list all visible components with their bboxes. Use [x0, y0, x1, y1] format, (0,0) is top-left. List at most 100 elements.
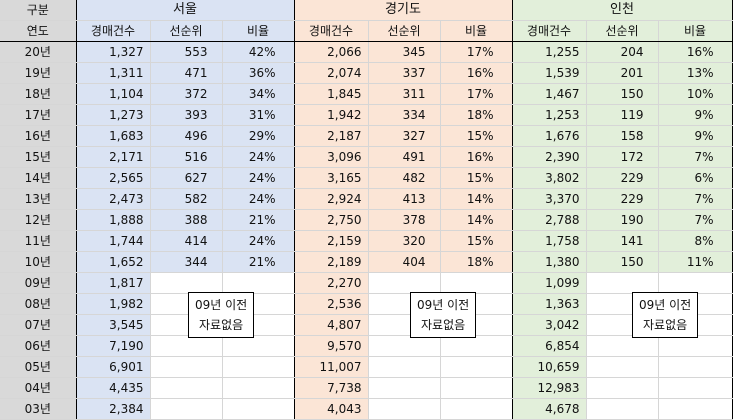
auction-count-cell: 1,744 [76, 230, 151, 252]
auction-count-cell: 4,807 [294, 314, 369, 336]
table-row: 19년 1,311 471 36% 2,074 337 16% 1,539 201 13% [0, 62, 733, 84]
auction-count-cell: 3,545 [76, 314, 151, 336]
table-row: 17년 1,273 393 31% 1,942 334 18% 1,253 119 9% [0, 104, 733, 126]
ratio-cell: 24% [222, 188, 295, 210]
note-line-2: 자료없음 [421, 318, 466, 332]
subheader-row: 연도 경매건수 선순위 비율 경매건수 선순위 비율 경매건수 선순위 비율 [0, 20, 733, 42]
senior-lien-cell: 190 [586, 209, 659, 231]
auction-count-cell: 1,942 [294, 104, 369, 126]
ratio-cell [658, 356, 733, 378]
note-line-2: 자료없음 [199, 318, 244, 332]
senior-lien-cell: 327 [368, 125, 441, 147]
note-line-2: 자료없음 [643, 318, 688, 332]
auction-count-cell: 1,652 [76, 251, 151, 273]
senior-lien-cell: 553 [150, 41, 223, 63]
ratio-cell: 10% [658, 83, 733, 105]
no-data-note-incheon: 09년 이전 자료없음 [632, 292, 699, 338]
senior-lien-cell: 150 [586, 251, 659, 273]
table-row: 04년 4,435 7,738 12,983 [0, 377, 733, 399]
ratio-cell: 17% [440, 83, 513, 105]
ratio-cell: 21% [222, 251, 295, 273]
year-cell: 04년 [0, 377, 77, 399]
senior-lien-cell: 372 [150, 83, 223, 105]
table-row: 03년 2,384 4,043 4,678 [0, 398, 733, 420]
senior-lien-cell: 334 [368, 104, 441, 126]
region-header-incheon: 인천 [512, 0, 733, 21]
category-label: 구분 [0, 0, 77, 21]
auction-count-cell: 2,750 [294, 209, 369, 231]
ratio-cell: 42% [222, 41, 295, 63]
ratio-cell: 7% [658, 146, 733, 168]
senior-lien-cell: 496 [150, 125, 223, 147]
senior-lien-cell: 201 [586, 62, 659, 84]
senior-lien-cell: 320 [368, 230, 441, 252]
senior-lien-cell: 627 [150, 167, 223, 189]
senior-lien-cell: 119 [586, 104, 659, 126]
table-row: 18년 1,104 372 34% 1,845 311 17% 1,467 150 10% [0, 83, 733, 105]
year-cell: 19년 [0, 62, 77, 84]
senior-lien-cell: 337 [368, 62, 441, 84]
region-header-gyeonggi: 경기도 [294, 0, 513, 21]
auction-count-cell: 2,159 [294, 230, 369, 252]
ratio-cell [440, 398, 513, 420]
ratio-cell [658, 272, 733, 294]
region-header-seoul: 서울 [76, 0, 295, 21]
senior-lien-cell [368, 398, 441, 420]
senior-lien-cell: 393 [150, 104, 223, 126]
ratio-cell: 9% [658, 104, 733, 126]
subheader-auction-count: 경매건수 [294, 20, 369, 42]
ratio-cell: 7% [658, 188, 733, 210]
ratio-cell [658, 335, 733, 357]
subheader-ratio: 비율 [222, 20, 295, 42]
year-cell: 14년 [0, 167, 77, 189]
auction-count-cell: 1,380 [512, 251, 587, 273]
senior-lien-cell [368, 272, 441, 294]
no-data-note-gyeonggi: 09년 이전 자료없음 [410, 292, 477, 338]
senior-lien-cell: 229 [586, 167, 659, 189]
auction-count-cell: 3,096 [294, 146, 369, 168]
auction-count-cell: 2,187 [294, 125, 369, 147]
year-label: 연도 [0, 20, 77, 42]
no-data-note-seoul: 09년 이전 자료없음 [188, 292, 255, 338]
auction-count-cell: 1,311 [76, 62, 151, 84]
auction-count-cell: 1,467 [512, 83, 587, 105]
ratio-cell: 8% [658, 230, 733, 252]
senior-lien-cell [368, 335, 441, 357]
auction-count-cell: 2,189 [294, 251, 369, 273]
senior-lien-cell [150, 356, 223, 378]
ratio-cell [222, 272, 295, 294]
auction-count-cell: 1,255 [512, 41, 587, 63]
year-cell: 13년 [0, 188, 77, 210]
ratio-cell [440, 335, 513, 357]
senior-lien-cell [150, 377, 223, 399]
senior-lien-cell: 311 [368, 83, 441, 105]
ratio-cell: 14% [440, 188, 513, 210]
senior-lien-cell: 516 [150, 146, 223, 168]
year-cell: 10년 [0, 251, 77, 273]
ratio-cell: 36% [222, 62, 295, 84]
senior-lien-cell: 141 [586, 230, 659, 252]
ratio-cell: 13% [658, 62, 733, 84]
table-row: 20년 1,327 553 42% 2,066 345 17% 1,255 204 16% [0, 41, 733, 63]
auction-count-cell: 7,738 [294, 377, 369, 399]
auction-count-cell: 1,845 [294, 83, 369, 105]
senior-lien-cell: 471 [150, 62, 223, 84]
year-cell: 11년 [0, 230, 77, 252]
senior-lien-cell [586, 377, 659, 399]
senior-lien-cell: 204 [586, 41, 659, 63]
ratio-cell [222, 335, 295, 357]
ratio-cell: 31% [222, 104, 295, 126]
auction-count-cell: 2,270 [294, 272, 369, 294]
subheader-auction-count: 경매건수 [512, 20, 587, 42]
year-cell: 03년 [0, 398, 77, 420]
senior-lien-cell [586, 335, 659, 357]
ratio-cell: 15% [440, 230, 513, 252]
senior-lien-cell: 413 [368, 188, 441, 210]
senior-lien-cell: 404 [368, 251, 441, 273]
auction-count-cell: 6,901 [76, 356, 151, 378]
senior-lien-cell: 582 [150, 188, 223, 210]
year-cell: 09년 [0, 272, 77, 294]
ratio-cell: 14% [440, 209, 513, 231]
senior-lien-cell: 229 [586, 188, 659, 210]
